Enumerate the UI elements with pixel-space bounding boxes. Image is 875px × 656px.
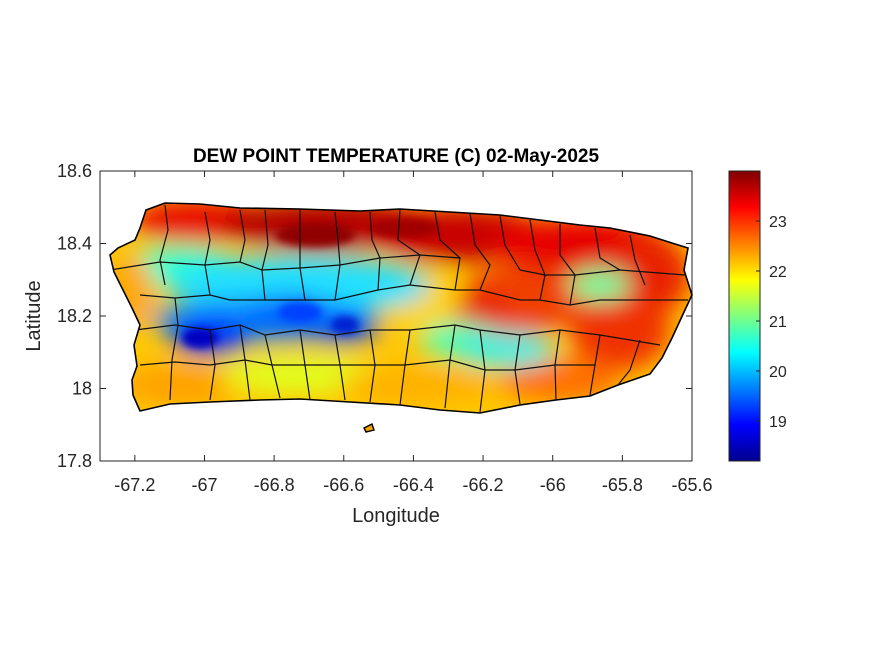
islet-outline (363, 423, 375, 433)
colorbar-tick-label: 23 (769, 214, 787, 231)
x-axis-ticks: -67.2 -67 -66.8 -66.6 -66.4 -66.2 -66 -65.8 -65.… (114, 171, 713, 495)
x-tick-label: -66.6 (323, 475, 364, 495)
x-tick-label: -67 (191, 475, 217, 495)
x-tick-label: -66.2 (463, 475, 504, 495)
x-tick-label: -67.2 (114, 475, 155, 495)
dew-point-field (110, 203, 692, 413)
colorbar-ticks: 19 20 21 22 23 (756, 214, 787, 431)
y-axis-label: Latitude (23, 280, 45, 351)
x-axis-label: Longitude (352, 505, 440, 527)
y-tick-label: 17.8 (57, 451, 92, 471)
x-tick-label: -66.4 (393, 475, 434, 495)
chart-title: DEW POINT TEMPERATURE (C) 02-May-2025 (193, 146, 600, 167)
y-tick-label: 18.4 (57, 234, 92, 254)
x-tick-label: -65.6 (671, 475, 712, 495)
y-axis-ticks: 17.8 18 18.2 18.4 18.6 (57, 161, 692, 471)
y-tick-label: 18.6 (57, 161, 92, 181)
colorbar (728, 170, 761, 462)
y-tick-label: 18 (72, 379, 92, 399)
colorbar-tick-label: 20 (769, 364, 787, 381)
x-tick-label: -66.8 (254, 475, 295, 495)
colorbar-tick-label: 22 (769, 264, 787, 281)
x-tick-label: -65.8 (602, 475, 643, 495)
colorbar-tick-label: 21 (769, 314, 787, 331)
colorbar-tick-label: 19 (769, 414, 787, 431)
y-tick-label: 18.2 (57, 306, 92, 326)
x-tick-label: -66 (540, 475, 566, 495)
municipality-boundaries (110, 204, 688, 413)
